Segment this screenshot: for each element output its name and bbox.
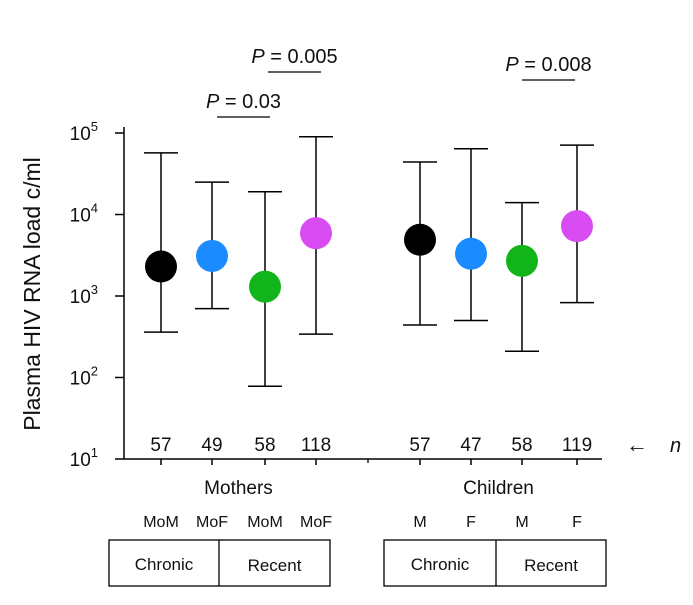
stage-label: Chronic: [411, 555, 470, 574]
y-tick-label: 104: [70, 201, 98, 227]
n-count-label: 47: [460, 435, 481, 456]
median-point: [561, 210, 593, 243]
n-count-label: 57: [409, 435, 430, 456]
subgroup-label: M: [515, 514, 528, 531]
stage-label: Recent: [248, 556, 302, 575]
y-tick-label: 101: [70, 445, 98, 471]
median-point: [506, 244, 538, 277]
subgroup-label: MoF: [196, 514, 228, 531]
n-count-label: 57: [150, 435, 171, 456]
group-label: Children: [463, 478, 534, 499]
p-value-annotation: P = 0.03: [206, 91, 281, 113]
n-marker-arrow: ←: [626, 432, 648, 457]
stage-label: Chronic: [135, 555, 194, 574]
y-tick-label: 102: [70, 364, 98, 390]
subgroup-label: MoM: [247, 514, 283, 531]
n-count-label: 49: [201, 435, 222, 456]
n-count-label: 119: [562, 435, 592, 456]
subgroup-label: F: [466, 514, 476, 531]
y-tick-label: 103: [70, 282, 98, 308]
median-point: [300, 217, 332, 250]
median-point: [145, 250, 177, 283]
n-count-label: 118: [301, 435, 331, 456]
n-marker-label: n: [670, 435, 681, 457]
n-count-label: 58: [511, 435, 532, 456]
group-label: Mothers: [204, 478, 273, 499]
stage-box: [383, 539, 607, 587]
median-point: [196, 239, 228, 272]
p-value-annotation: P = 0.005: [251, 46, 337, 68]
subgroup-label: M: [413, 514, 426, 531]
subgroup-label: MoF: [300, 514, 332, 531]
p-value-annotation: P = 0.008: [505, 54, 591, 76]
median-point: [404, 223, 436, 256]
median-point: [455, 237, 487, 270]
y-tick-label: 105: [70, 119, 98, 145]
stage-label: Recent: [524, 556, 578, 575]
subgroup-label: MoM: [143, 514, 179, 531]
subgroup-label: F: [572, 514, 582, 531]
median-point: [249, 270, 281, 303]
n-count-label: 58: [254, 435, 275, 456]
y-axis-label: Plasma HIV RNA load c/ml: [19, 157, 45, 431]
